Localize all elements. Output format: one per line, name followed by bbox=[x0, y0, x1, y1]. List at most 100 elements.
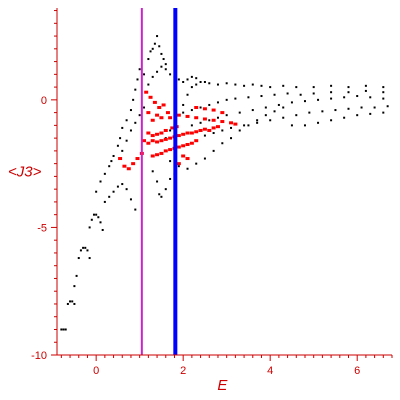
black-point bbox=[203, 134, 206, 137]
black-point bbox=[153, 42, 156, 45]
black-point bbox=[97, 216, 100, 219]
x-tick-label: 6 bbox=[354, 365, 360, 377]
y-axis-title: <J3> bbox=[8, 163, 42, 180]
black-point bbox=[88, 257, 91, 260]
red-point bbox=[150, 134, 155, 138]
y-tick-label: -5 bbox=[37, 222, 47, 234]
black-point bbox=[260, 84, 263, 87]
red-point bbox=[202, 127, 207, 131]
red-point bbox=[170, 126, 175, 130]
black-point bbox=[129, 198, 132, 201]
red-point bbox=[168, 148, 173, 152]
red-point bbox=[159, 116, 164, 120]
black-point bbox=[169, 177, 172, 180]
black-point bbox=[186, 78, 189, 81]
black-point bbox=[182, 80, 185, 83]
black-point bbox=[164, 63, 167, 66]
black-point bbox=[151, 170, 154, 173]
points-layer bbox=[60, 35, 389, 331]
red-point bbox=[146, 111, 151, 115]
black-point bbox=[143, 106, 146, 109]
black-point bbox=[382, 111, 385, 114]
black-point bbox=[190, 124, 193, 127]
black-point bbox=[158, 193, 161, 196]
black-point bbox=[99, 221, 102, 224]
black-point bbox=[295, 86, 298, 89]
red-point bbox=[198, 128, 203, 132]
black-point bbox=[203, 157, 206, 160]
red-point bbox=[150, 139, 155, 143]
black-point bbox=[75, 274, 78, 277]
black-point bbox=[330, 84, 333, 87]
black-point bbox=[230, 137, 233, 140]
black-point bbox=[186, 167, 189, 170]
black-point bbox=[134, 88, 137, 91]
black-point bbox=[208, 119, 211, 122]
red-point bbox=[202, 117, 207, 121]
black-point bbox=[121, 183, 124, 186]
black-point bbox=[330, 91, 333, 94]
red-point bbox=[163, 137, 168, 141]
red-point bbox=[161, 103, 166, 107]
red-point bbox=[181, 132, 186, 136]
black-point bbox=[273, 93, 276, 96]
black-point bbox=[160, 52, 163, 55]
red-point bbox=[181, 154, 186, 158]
black-point bbox=[177, 165, 180, 168]
red-point bbox=[159, 131, 164, 135]
black-point bbox=[182, 111, 185, 114]
red-point bbox=[163, 149, 168, 153]
black-point bbox=[90, 218, 93, 221]
black-point bbox=[212, 132, 215, 135]
black-point bbox=[136, 78, 139, 81]
red-point bbox=[168, 136, 173, 140]
black-point bbox=[169, 160, 172, 163]
x-axis-title: E bbox=[217, 377, 228, 394]
black-point bbox=[212, 149, 215, 152]
black-point bbox=[182, 103, 185, 106]
black-point bbox=[125, 119, 128, 122]
red-point bbox=[155, 153, 160, 157]
red-point bbox=[194, 116, 199, 120]
black-point bbox=[190, 109, 193, 112]
black-point bbox=[160, 195, 163, 198]
black-point bbox=[208, 82, 211, 85]
red-point bbox=[142, 139, 147, 143]
red-point bbox=[144, 90, 149, 94]
black-point bbox=[147, 83, 150, 86]
red-point bbox=[155, 132, 160, 136]
black-point bbox=[162, 58, 165, 61]
black-point bbox=[103, 200, 106, 203]
black-point bbox=[112, 190, 115, 193]
red-point bbox=[122, 164, 127, 168]
black-point bbox=[343, 96, 346, 99]
black-point bbox=[373, 106, 376, 109]
black-point bbox=[112, 154, 115, 157]
black-point bbox=[132, 98, 135, 101]
red-point bbox=[211, 108, 216, 112]
red-point bbox=[202, 107, 207, 111]
black-point bbox=[129, 109, 132, 112]
black-point bbox=[62, 328, 65, 331]
y-tick-label: 0 bbox=[41, 95, 47, 107]
red-point bbox=[126, 167, 131, 171]
black-point bbox=[221, 142, 224, 145]
black-point bbox=[110, 160, 113, 163]
red-point bbox=[233, 122, 238, 126]
black-point bbox=[360, 106, 363, 109]
black-point bbox=[169, 73, 172, 76]
black-point bbox=[221, 129, 224, 132]
black-point bbox=[101, 228, 104, 231]
red-point bbox=[159, 151, 164, 155]
black-point bbox=[243, 124, 246, 127]
black-point bbox=[334, 109, 337, 112]
red-point bbox=[176, 145, 181, 149]
red-point bbox=[194, 139, 199, 143]
black-point bbox=[295, 114, 298, 117]
black-point bbox=[290, 124, 293, 127]
red-point bbox=[189, 131, 194, 135]
black-point bbox=[103, 172, 106, 175]
black-point bbox=[95, 190, 98, 193]
black-point bbox=[164, 68, 167, 71]
